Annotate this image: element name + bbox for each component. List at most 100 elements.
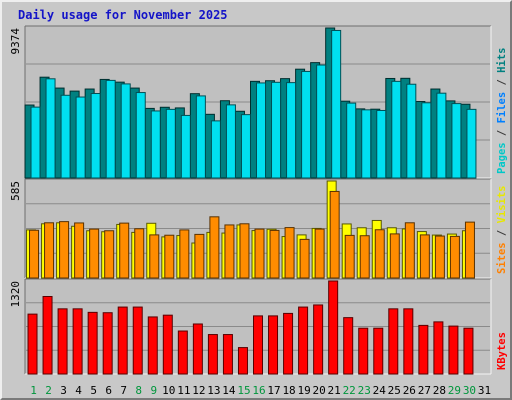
bar-kbytes-day-12 [192, 323, 203, 375]
x-tick-day-12: 12 [192, 384, 205, 397]
x-tick-day-13: 13 [207, 384, 220, 397]
bar-kbytes-day-20 [313, 304, 324, 375]
chart-title: Daily usage for November 2025 [18, 8, 228, 22]
bar-kbytes-day-2 [42, 296, 53, 375]
bar-sites-day-24 [374, 229, 385, 279]
bar-pages-day-5 [90, 93, 101, 179]
x-tick-day-14: 14 [222, 384, 236, 397]
bar-pages-day-27 [421, 102, 432, 179]
bar-kbytes-day-27 [418, 324, 429, 375]
bar-pages-day-19 [301, 70, 312, 179]
bar-pages-day-25 [391, 80, 402, 179]
x-tick-day-31: 31 [478, 384, 491, 397]
bar-sites-day-2 [44, 222, 55, 279]
x-tick-day-1: 1 [30, 384, 37, 397]
bar-kbytes-day-29 [448, 325, 459, 375]
bar-kbytes-day-26 [403, 308, 414, 375]
bar-sites-day-13 [209, 216, 220, 279]
bar-kbytes-day-7 [117, 306, 128, 375]
x-tick-day-30: 30 [463, 384, 476, 397]
bar-pages-day-21 [331, 29, 342, 179]
bar-sites-day-5 [89, 228, 100, 279]
bar-sites-day-6 [104, 230, 115, 279]
axis-label-part: / [496, 223, 508, 242]
bar-sites-day-17 [269, 229, 280, 279]
y-max-label: 9374 [9, 28, 22, 55]
bar-pages-day-10 [165, 108, 176, 179]
bar-pages-day-15 [240, 114, 251, 179]
bar-kbytes-day-17 [268, 315, 279, 375]
bar-sites-day-25 [389, 233, 400, 279]
bar-pages-day-22 [346, 102, 357, 179]
bar-pages-day-12 [195, 95, 206, 179]
axis-label-part: Pages [496, 142, 508, 174]
panel-axis-label-2: Sites / Visits [496, 185, 508, 274]
axis-label-part: Hits [496, 48, 508, 73]
bar-kbytes-day-15 [237, 347, 248, 375]
bar-sites-day-29 [449, 235, 460, 279]
bar-pages-day-28 [436, 92, 447, 179]
axis-label-part: / [496, 123, 508, 142]
bar-pages-day-2 [45, 78, 56, 179]
panel-axis-label-1: Pages / Files / Hits [496, 48, 508, 174]
bar-pages-day-7 [120, 83, 131, 179]
bar-sites-day-9 [149, 234, 160, 279]
bar-sites-day-10 [164, 234, 175, 279]
bar-sites-day-20 [314, 228, 325, 279]
bar-kbytes-day-6 [102, 312, 113, 375]
x-tick-day-5: 5 [90, 384, 97, 397]
bar-sites-day-16 [254, 228, 265, 279]
x-tick-day-21: 21 [328, 384, 341, 397]
x-tick-day-16: 16 [252, 384, 265, 397]
bar-pages-day-14 [225, 104, 236, 179]
x-tick-day-19: 19 [297, 384, 310, 397]
bar-kbytes-day-19 [298, 306, 309, 375]
x-tick-day-3: 3 [60, 384, 67, 397]
bar-pages-day-29 [451, 103, 462, 179]
bar-pages-day-9 [150, 110, 161, 179]
bar-sites-day-23 [359, 235, 370, 279]
x-tick-day-15: 15 [237, 384, 250, 397]
bar-pages-day-11 [180, 114, 191, 179]
axis-label-part: Visits [496, 185, 508, 223]
bar-sites-day-3 [59, 221, 70, 279]
bar-sites-day-19 [299, 238, 310, 279]
x-tick-day-28: 28 [433, 384, 446, 397]
bar-pages-day-1 [30, 106, 41, 179]
bar-pages-day-6 [105, 79, 116, 179]
x-tick-day-24: 24 [373, 384, 387, 397]
bar-sites-day-22 [344, 234, 355, 279]
x-tick-day-25: 25 [388, 384, 401, 397]
bar-pages-day-17 [271, 81, 282, 179]
bar-sites-day-8 [134, 228, 145, 279]
x-tick-day-8: 8 [135, 384, 142, 397]
bar-pages-day-30 [466, 108, 477, 179]
bar-pages-day-16 [256, 82, 266, 179]
bar-kbytes-day-14 [222, 334, 233, 375]
bar-sites-day-7 [119, 222, 130, 279]
bar-pages-day-18 [286, 82, 297, 179]
bar-kbytes-day-13 [207, 334, 218, 375]
y-max-label: 585 [9, 181, 22, 201]
x-tick-day-18: 18 [282, 384, 295, 397]
bar-sites-day-1 [29, 229, 40, 279]
bar-kbytes-day-21 [328, 280, 339, 375]
bar-kbytes-day-28 [433, 321, 444, 375]
bar-kbytes-day-3 [57, 308, 68, 375]
x-tick-day-7: 7 [120, 384, 127, 397]
bar-sites-day-14 [224, 224, 235, 279]
bar-pages-day-8 [135, 92, 146, 179]
bar-pages-day-4 [75, 96, 86, 179]
bar-sites-day-27 [419, 234, 430, 279]
x-tick-day-29: 29 [448, 384, 461, 397]
bar-kbytes-day-18 [283, 312, 294, 375]
x-tick-day-9: 9 [150, 384, 157, 397]
x-tick-day-17: 17 [267, 384, 280, 397]
bar-sites-day-28 [434, 235, 445, 279]
x-tick-day-2: 2 [45, 384, 52, 397]
bar-sites-day-21 [329, 190, 340, 279]
x-tick-day-27: 27 [418, 384, 431, 397]
bar-kbytes-day-24 [373, 327, 384, 375]
